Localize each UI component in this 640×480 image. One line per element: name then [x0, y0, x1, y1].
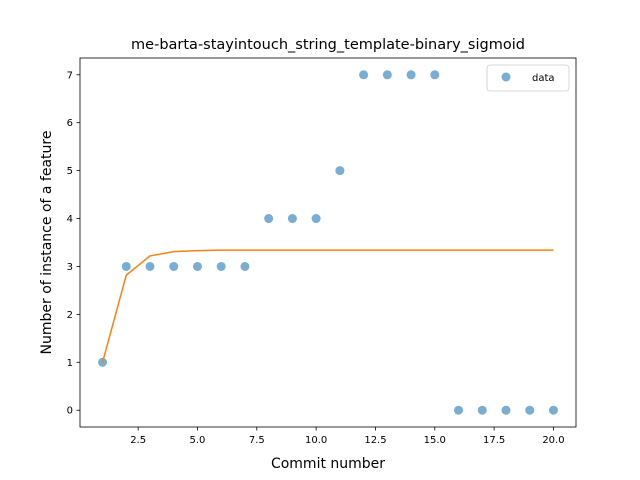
- y-tick-label: 3: [67, 262, 73, 273]
- data-point: [216, 261, 226, 271]
- data-point: [335, 166, 345, 176]
- data-point: [525, 405, 535, 415]
- data-point: [240, 261, 250, 271]
- data-point: [145, 261, 155, 271]
- data-point: [501, 405, 511, 415]
- y-tick-label: 1: [67, 358, 73, 369]
- y-tick-label: 0: [67, 406, 73, 417]
- x-tick-label: 7.5: [249, 435, 265, 446]
- y-tick-label: 5: [67, 166, 73, 177]
- data-point: [430, 70, 440, 80]
- y-tick-label: 6: [67, 118, 73, 129]
- data-point: [382, 70, 392, 80]
- y-tick-label: 4: [67, 214, 73, 225]
- data-point: [406, 70, 416, 80]
- x-axis: 2.5 5.0 7.5 10.0 12.5 15.0 17.5 20.0: [130, 427, 565, 446]
- x-tick-label: 10.0: [305, 435, 327, 446]
- legend: data: [486, 64, 570, 92]
- data-point: [264, 214, 274, 224]
- data-point: [359, 70, 369, 80]
- data-point: [192, 261, 202, 271]
- x-tick-label: 20.0: [542, 435, 564, 446]
- x-tick-label: 2.5: [130, 435, 146, 446]
- data-point: [311, 214, 321, 224]
- y-axis: 0 1 2 3 4 5 6 7: [67, 70, 80, 417]
- data-point: [121, 261, 131, 271]
- y-tick-label: 2: [67, 310, 73, 321]
- legend-label-data: data: [532, 73, 555, 84]
- plot-area: [98, 70, 558, 415]
- x-tick-label: 12.5: [364, 435, 386, 446]
- x-tick-label: 17.5: [483, 435, 505, 446]
- axes-frame: [79, 57, 577, 428]
- data-point: [548, 405, 558, 415]
- y-axis-title: Number of instance of a feature: [39, 131, 55, 355]
- data-point: [169, 261, 179, 271]
- fit-line: [101, 249, 554, 363]
- x-tick-label: 5.0: [190, 435, 206, 446]
- legend-marker: [501, 72, 511, 82]
- y-tick-label: 7: [67, 70, 73, 81]
- legend-box: [486, 64, 570, 92]
- x-axis-title: Commit number: [271, 456, 385, 472]
- data-point: [287, 214, 297, 224]
- chart-title: me-barta-stayintouch_string_template-bin…: [131, 37, 525, 53]
- x-tick-label: 15.0: [424, 435, 446, 446]
- data-point: [477, 405, 487, 415]
- data-point: [454, 405, 464, 415]
